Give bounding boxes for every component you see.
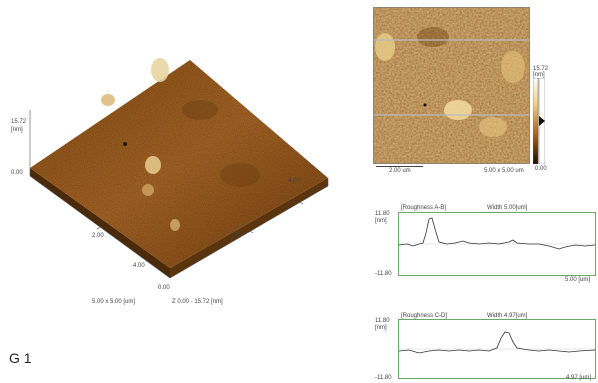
surface-z-range-caption: Z 0.00 - 15.72 [nm] xyxy=(172,299,223,305)
profile-ab-width: Width 5.00[um] xyxy=(487,205,528,211)
z-unit-label: [nm] xyxy=(11,127,23,133)
profile-cd-title: [Roughness C-D] xyxy=(401,313,448,319)
x-tick-2: 2.00 xyxy=(231,232,243,238)
profile-cd-ymax: 11.80 xyxy=(375,318,390,324)
x-tick-4: 4.00 xyxy=(288,178,300,184)
profile-ab-ymin: -11.80 xyxy=(375,271,392,277)
profile-ab-plot xyxy=(398,212,596,276)
z-min-label: 0.00 xyxy=(11,170,23,176)
scale-bar-label: 2.00 um xyxy=(389,168,411,174)
z-max-label: 15.72 xyxy=(11,119,27,125)
profile-ab-ymax: 11.80 xyxy=(375,211,390,217)
profile-ab-trace xyxy=(398,217,596,250)
profile-cd-width: Width 4.97[um] xyxy=(487,313,528,319)
histogram-marker xyxy=(539,116,545,126)
surface-top xyxy=(30,60,328,268)
height-colorbar xyxy=(533,78,545,164)
profile-ab-xend: 5.00 [um] xyxy=(565,277,591,283)
profile-ab-yunit: [nm] xyxy=(375,218,387,224)
profile-cd-trace xyxy=(398,331,596,354)
map-size-label: 5.00 x 5.00 um xyxy=(484,168,524,174)
y-tick-0: 0.00 xyxy=(158,285,170,291)
colorbar-min-label: 0.00 xyxy=(535,166,547,172)
profile-cd-ymin: -11.80 xyxy=(375,375,392,381)
y-tick-4: 4.00 xyxy=(133,263,145,269)
scale-bar xyxy=(376,166,423,167)
colorbar-max-label: 15.72 xyxy=(533,66,549,72)
surface-peak xyxy=(151,58,169,82)
surface-size-caption: 5.00 x 5.00 [um] xyxy=(92,299,136,305)
profile-cd-plot xyxy=(398,319,596,379)
colorbar-unit-label: [nm] xyxy=(533,72,545,78)
profile-ab-title: [Roughness A-B] xyxy=(401,205,447,211)
profile-cd-yunit: [nm] xyxy=(375,325,387,331)
profile-cd-xend: 4.97 [um] xyxy=(566,375,592,381)
y-tick-2: 2.00 xyxy=(92,233,104,239)
sample-label: G 1 xyxy=(9,350,32,366)
topography-2d-map xyxy=(373,7,530,164)
surface-3d-view xyxy=(29,58,329,279)
